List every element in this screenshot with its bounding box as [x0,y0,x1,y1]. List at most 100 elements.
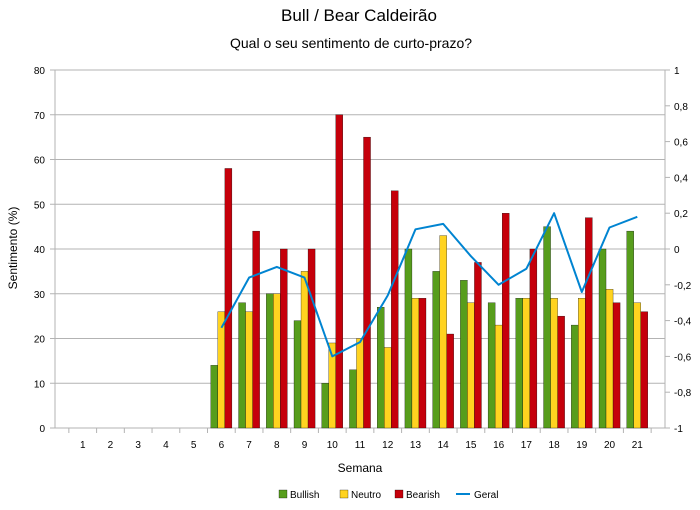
bar-bullish [543,226,551,429]
y-tick-label: 80 [34,66,46,77]
x-tick-label: 21 [632,440,644,451]
gridlines [55,69,665,429]
y2-tick-label: -0,8 [674,388,692,399]
y2-tick-label: 0 [674,245,680,256]
bar-bearish [640,311,648,429]
x-tick-label: 2 [108,440,114,451]
bar-bullish [210,365,219,429]
bar-neutro [300,271,309,429]
y2-tick-label: -0,2 [674,281,692,292]
bar-neutro [605,289,614,429]
legend-swatch-neutro [339,489,349,499]
y2-tick-label: -0,4 [674,317,692,328]
bar-neutro [356,338,364,429]
x-axis-label: Semana [338,461,383,475]
x-tick-label: 20 [604,440,616,451]
y-axis-label: Sentimento (%) [6,207,20,290]
bar-neutro [217,311,226,429]
tick-labels: 0 10 20 30 40 50 60 70 80 -1 -0,8 -0,6 -0,4 -0,2 0 0,2 0… [34,66,692,451]
bar-neutro [411,298,420,429]
bar-bullish [404,248,413,429]
x-tick-label: 9 [302,440,308,451]
legend-label-bullish: Bullish [290,490,319,501]
bar-bullish [460,280,468,429]
legend-label-bearish: Bearish [406,490,440,501]
bar-bullish [293,320,302,429]
bar-neutro [245,311,253,429]
x-tick-label: 4 [163,440,169,451]
line-geral [220,212,638,358]
bar-bullish [487,302,496,429]
bar-neutro [578,298,586,429]
chart-subtitle: Qual o seu sentimento de curto-prazo? [230,35,472,51]
x-tick-label: 8 [274,440,280,451]
y2-tick-label: 0,4 [674,173,688,184]
y-tick-label: 60 [34,156,46,167]
x-tick-label: 19 [576,440,588,451]
bar-bearish [418,298,427,429]
x-tick-label: 6 [219,440,225,451]
x-tick-label: 18 [549,440,561,451]
y2-tick-label: 0,6 [674,138,688,149]
y-tick-label: 70 [34,111,46,122]
y-tick-label: 20 [34,335,46,346]
x-tick-label: 7 [246,440,252,451]
x-tick-label: 15 [465,440,477,451]
bar-bullish [238,302,246,429]
bar-bearish [446,333,454,429]
bar-bearish [474,262,482,429]
bar-neutro [384,347,392,429]
y-tick-label: 30 [34,290,46,301]
bar-bullish [598,248,607,429]
bar-bearish [501,213,510,429]
legend: Bullish Neutro Bearish Geral [278,489,498,501]
bar-bearish [391,190,399,429]
x-tick-label: 16 [493,440,505,451]
y2-tick-label: -1 [674,424,683,435]
bar-bullish [626,230,634,429]
y2-tick-label: -0,6 [674,352,692,363]
x-tick-label: 14 [438,440,450,451]
bar-bearish [224,168,233,429]
bar-bearish [335,114,343,429]
y-tick-label: 40 [34,245,46,256]
bar-bullish [432,271,440,429]
bar-neutro [550,298,558,429]
x-tick-label: 12 [382,440,394,451]
y-tick-label: 50 [34,200,46,211]
y2-tick-label: 0,8 [674,102,688,113]
y-tick-label: 10 [34,379,46,390]
x-tick-label: 13 [410,440,422,451]
x-tick-label: 10 [327,440,339,451]
x-tick-label: 3 [135,440,141,451]
bar-bearish [307,248,316,429]
chart-title: Bull / Bear Caldeirão [281,6,437,25]
bar-neutro [439,235,447,429]
y-tick-label: 0 [39,424,45,435]
x-tick-label: 5 [191,440,197,451]
x-tick-label: 11 [355,440,366,451]
x-tick-label: 17 [521,440,533,451]
axes [50,69,670,433]
y2-tick-label: 0,2 [674,209,688,220]
legend-label-neutro: Neutro [351,490,381,501]
bar-bullish [377,307,385,429]
x-tick-label: 1 [80,440,86,451]
bar-bearish [585,217,593,429]
line-series [220,212,638,358]
bars [210,114,648,429]
bar-neutro [273,293,281,429]
bar-bullish [349,369,357,429]
y2-tick-label: 1 [674,66,680,77]
legend-label-geral: Geral [474,490,498,501]
bar-neutro [522,298,531,429]
bar-bullish [571,324,579,429]
bar-bearish [557,315,565,429]
bar-bearish [612,302,621,429]
bar-neutro [467,302,475,429]
legend-swatch-bullish [278,489,288,499]
bar-bullish [266,293,274,429]
bar-bullish [515,298,524,429]
